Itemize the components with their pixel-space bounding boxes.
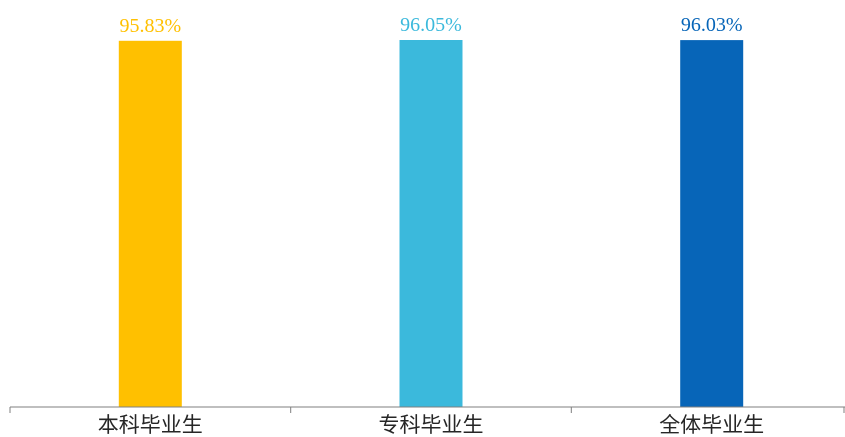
category-labels-group: 本科毕业生 专科毕业生 全体毕业生 <box>98 413 764 437</box>
x-axis-ticks-group <box>9 407 845 413</box>
bar-2 <box>399 40 463 407</box>
data-label-2: 96.05% <box>400 14 462 36</box>
category-label-3: 全体毕业生 <box>659 413 764 437</box>
data-labels-group: 95.83% 96.05% 96.03% <box>119 14 742 37</box>
data-label-3: 96.03% <box>681 14 743 36</box>
category-label-2: 专科毕业生 <box>379 413 484 437</box>
data-label-1: 95.83% <box>119 15 181 37</box>
category-label-1: 本科毕业生 <box>98 413 203 437</box>
bar-1 <box>118 40 182 408</box>
bar-3 <box>680 40 744 407</box>
bars-group <box>118 40 744 408</box>
